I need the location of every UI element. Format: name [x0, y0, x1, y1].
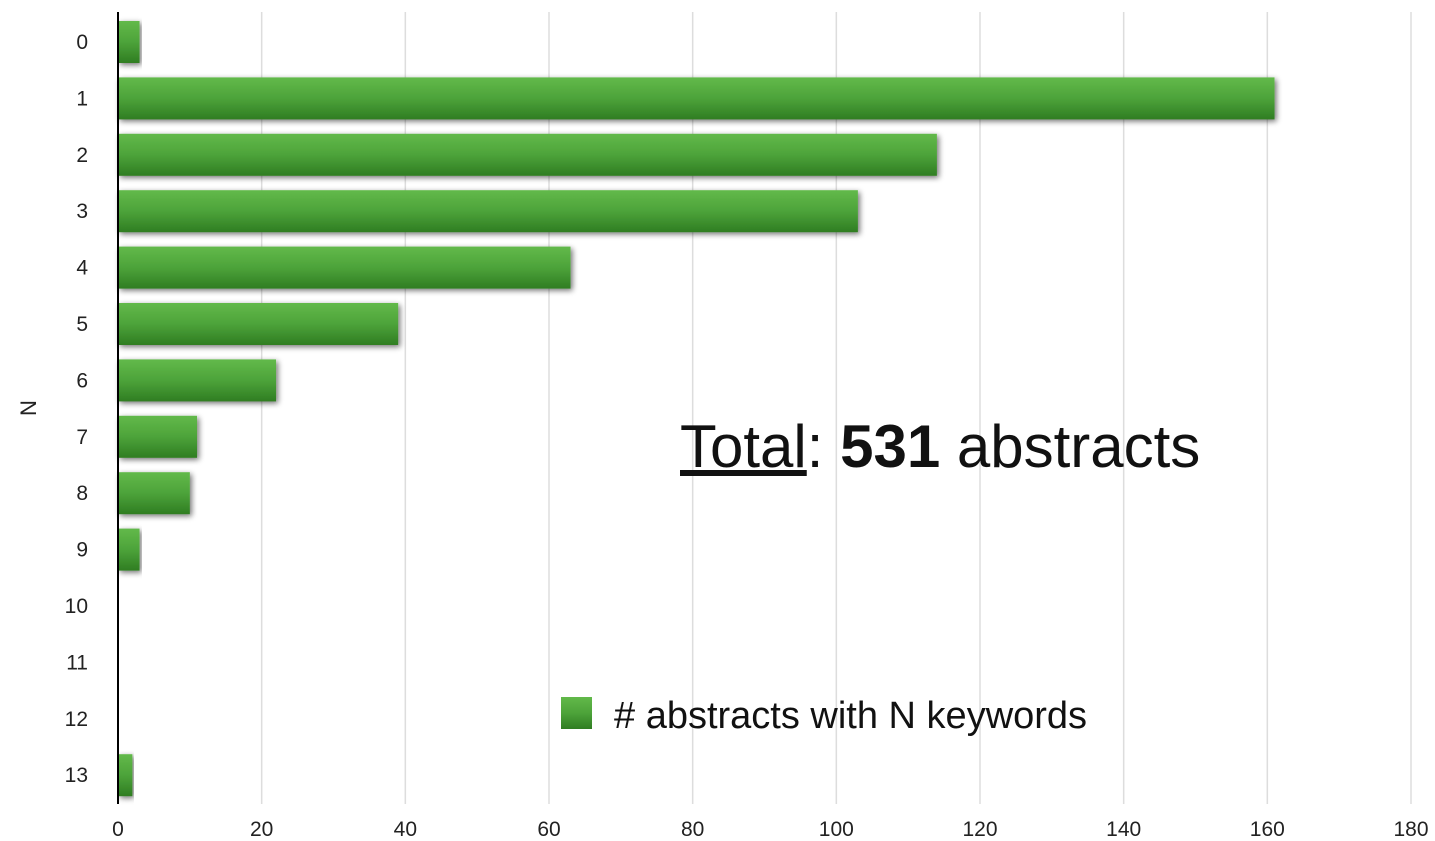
x-tick-labels: 0 20 40 60 80 100 120 140 160 180: [112, 818, 1428, 841]
x-tick-label: 40: [394, 818, 417, 841]
y-tick-label: 1: [76, 87, 88, 110]
bar-n-8: [118, 472, 190, 515]
bar-n-4: [118, 246, 571, 289]
y-tick-label: 10: [65, 595, 88, 618]
x-tick-label: 180: [1393, 818, 1428, 841]
bar-n-0: [118, 21, 140, 63]
bar-n-9: [118, 528, 140, 571]
x-tick-label: 140: [1106, 818, 1141, 841]
x-tick-label: 20: [250, 818, 273, 841]
grid-lines: [260, 12, 1412, 804]
y-tick-label: 12: [65, 708, 88, 731]
x-tick-label: 0: [112, 818, 124, 841]
annotation-separator: :: [807, 413, 840, 480]
total-annotation: Total: 531 abstracts: [680, 413, 1200, 480]
y-tick-label: 6: [76, 369, 88, 392]
legend-label: # abstracts with N keywords: [614, 695, 1087, 737]
bar-n-7: [118, 415, 198, 458]
bar-n-6: [118, 359, 277, 402]
annotation-count: 531: [840, 413, 940, 480]
y-tick-label: 9: [76, 539, 88, 562]
y-tick-label: 4: [76, 257, 88, 280]
x-tick-label: 120: [962, 818, 997, 841]
x-tick-label: 160: [1250, 818, 1285, 841]
y-tick-label: 0: [76, 31, 88, 54]
bar-n-3: [118, 190, 858, 233]
bar-n-2: [118, 133, 937, 176]
annotation-total-label: Total: [680, 413, 807, 480]
legend-swatch: [561, 697, 592, 729]
y-tick-label: 8: [76, 482, 88, 505]
bar-n-1: [118, 77, 1275, 120]
bar-n-13: [118, 754, 133, 797]
y-tick-label: 2: [76, 144, 88, 167]
y-tick-label: 7: [76, 426, 88, 449]
x-tick-label: 100: [819, 818, 854, 841]
bar-n-5: [118, 303, 399, 345]
y-tick-label: 5: [76, 313, 88, 336]
legend: # abstracts with N keywords: [561, 695, 1087, 737]
y-tick-label: 13: [65, 764, 88, 787]
x-tick-label: 60: [537, 818, 560, 841]
bars: [118, 21, 1275, 797]
y-axis-title: N: [16, 400, 41, 416]
annotation-suffix: abstracts: [940, 413, 1200, 480]
y-tick-label: 3: [76, 200, 88, 223]
y-tick-label: 11: [66, 651, 88, 674]
x-tick-label: 80: [681, 818, 704, 841]
